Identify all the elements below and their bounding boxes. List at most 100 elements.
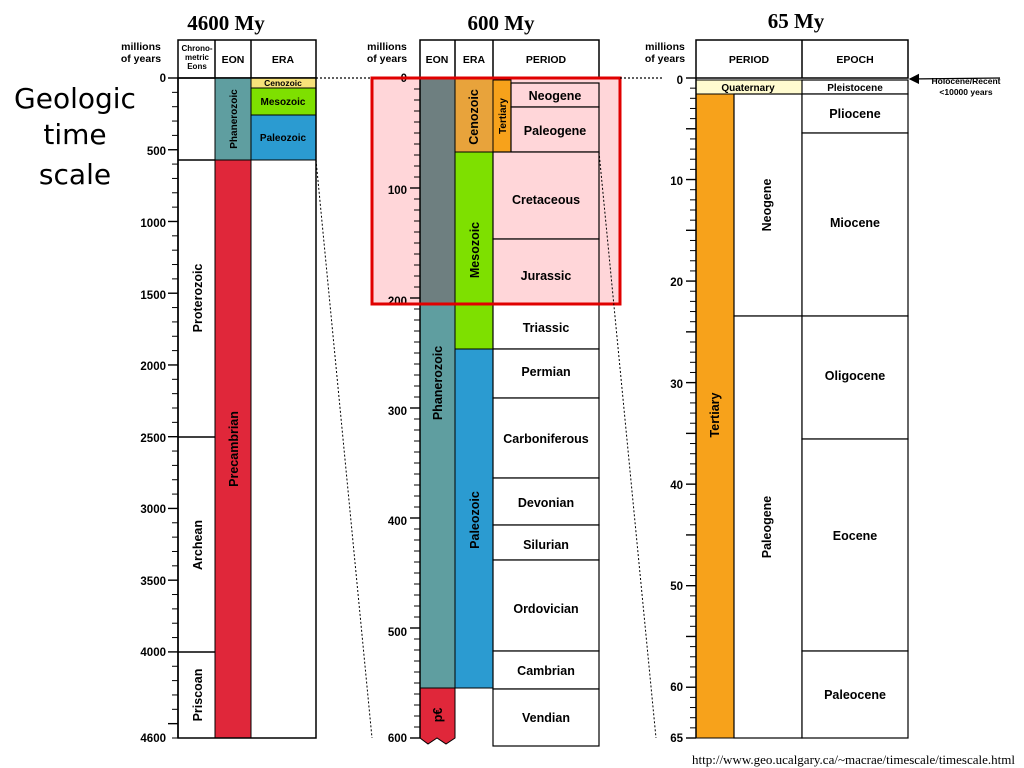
panel3-tick-50: 50 [670,581,683,593]
panel2-label-phanerozoic: Phanerozoic [431,346,445,420]
period-cell-cambrian [492,650,600,690]
period-cambrian: Cambrian [517,664,575,678]
panel2-tick-600: 600 [388,733,407,745]
highlight-border [370,76,622,306]
panel-65my: 65 My millions of years PERIOD EPOCH 0 1… [645,9,1001,745]
epoch-cell-eocene [801,438,909,652]
panel1-tick-1500: 1500 [140,290,166,302]
panel1-years-label-2: of years [121,53,161,65]
panel2-years-label-1: millions [367,41,407,53]
panel3-tick-65: 65 [670,733,683,745]
panel3-label-tertiary: Tertiary [708,392,722,437]
panel1-tick-4000: 4000 [140,647,166,659]
period-silurian: Silurian [523,538,569,552]
panel3-tick-40: 40 [670,480,683,492]
period-cell-triassic [492,303,600,350]
panel1-label-phanerozoic: Phanerozoic [229,89,240,149]
title-line-1: Geologic [14,82,136,115]
panel3-period-header: PERIOD [729,54,770,66]
panel1-chrono-label-2: metric [185,53,210,62]
period-jurassic: Jurassic [521,269,572,283]
period-cell-devonian [492,477,600,526]
panel3-header: 65 My [768,9,825,33]
period-cell-permian [492,348,600,399]
panel2-label-paleozoic: Paleozoic [468,491,482,549]
period-permian: Permian [521,365,570,379]
period-neogene: Neogene [529,89,582,103]
panel1-mesozoic-block [250,87,317,116]
panel2-precambrian-block [419,687,456,745]
period-cell-vendian [492,688,600,747]
panel2-label-tertiary: Tertiary [498,98,509,134]
panel2-label-precambrian-abbr: p€ [431,708,445,723]
panel2-tick-500: 500 [388,627,407,639]
panel1-tick-3500: 3500 [140,576,166,588]
panel2-mesozoic-block [454,151,494,350]
panel1-chrono-label-3: Eons [187,62,207,71]
panel1-label-paleozoic: Paleozoic [260,133,307,144]
period-cell-cretaceous [492,151,600,240]
panel3-tick-10: 10 [670,176,683,188]
panel3-tick-30: 30 [670,379,683,391]
source-url: http://www.geo.ucalgary.ca/~macrae/times… [692,752,1015,767]
panel2-label-cenozoic: Cenozoic [467,89,481,145]
epoch-cell-miocene [801,132,909,317]
panel2-tick-100: 100 [388,185,407,197]
panel1-years-label-1: millions [121,41,161,53]
period-devonian: Devonian [518,496,574,510]
panel2-eon-header: EON [426,54,449,66]
panel1-tick-1000: 1000 [140,218,166,230]
label-proterozoic: Proterozoic [191,264,205,333]
panel3-tertiary-block [695,93,735,739]
panel1-label-mesozoic: Mesozoic [260,97,305,108]
epoch-eocene: Eocene [833,529,878,543]
panel2-cenozoic-block [454,77,494,153]
period-vendian: Vendian [522,711,570,725]
label-archean: Archean [191,520,205,570]
panel3-label-neogene: Neogene [760,179,774,232]
panel3-paleogene-cell [733,315,803,739]
panel3-label-paleogene: Paleogene [760,496,774,559]
epoch-miocene: Miocene [830,216,880,230]
panel3-neogene-cell [733,93,803,317]
panel1-precambrian-block [214,159,252,739]
panel1-tick-500: 500 [147,146,166,158]
panel1-label-precambrian: Precambrian [227,411,241,487]
epoch-paleocene: Paleocene [824,688,886,702]
title-line-3: scale [39,158,111,191]
panel1-era-header: ERA [272,54,295,66]
panel1-tick-2000: 2000 [140,361,166,373]
panel1-tick-3000: 3000 [140,504,166,516]
panel2-label-mesozoic: Mesozoic [468,222,482,278]
holocene-arrow [908,73,1001,85]
panel3-years-label-2: of years [645,53,685,65]
period-ordovician: Ordovician [513,602,578,616]
panel1-phanerozoic-block [214,77,252,161]
connector-bottom-2-3 [598,151,657,739]
panel2-tick-300: 300 [388,406,407,418]
panel3-tick-20: 20 [670,277,683,289]
panel2-header: 600 My [467,11,535,35]
panel2-tick-400: 400 [388,516,407,528]
panel1-chrono-label-1: Chrono- [181,44,212,53]
period-cell-jurassic [492,238,600,305]
panel1-header: 4600 My [187,11,265,35]
panel3-label-quaternary: Quaternary [721,83,775,94]
holocene-note-line-1: Holocene/Recent [932,76,1001,86]
panel2-tick-200: 200 [388,296,407,308]
holocene-note-line-2: <10000 years [939,87,992,97]
panel3-epoch-header: EPOCH [836,54,873,66]
panel1-tick-0: 0 [160,73,166,85]
panel3-tick-60: 60 [670,682,683,694]
connector-bottom-1-2 [315,159,373,739]
panel1-eon-header: EON [222,54,245,66]
epoch-pleistocene: Pleistocene [827,83,883,94]
panel2-period-header: PERIOD [526,54,567,66]
label-priscoan: Priscoan [191,669,205,722]
period-cell-paleogene [510,106,600,153]
panel-4600my: 4600 My millions of years Chrono- metric… [121,11,317,745]
panel3-years-label-1: millions [645,41,685,53]
panel2-phanerozoic-block [419,303,456,689]
epoch-cell-pliocene [801,93,909,134]
